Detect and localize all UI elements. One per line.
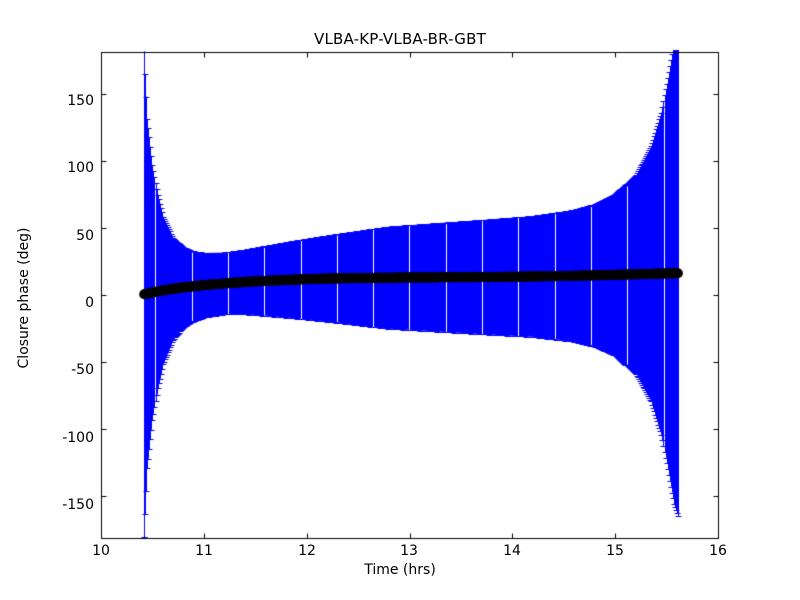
x-tick-label-6: 16 bbox=[709, 543, 727, 559]
y-tick-label-m50: -50 bbox=[71, 362, 94, 378]
y-tick-label-100: 100 bbox=[67, 160, 94, 176]
x-tick-label-4: 14 bbox=[503, 543, 521, 559]
y-tick-label-150: 150 bbox=[67, 93, 94, 109]
y-tick-label-50: 50 bbox=[76, 228, 94, 244]
y-tick-label-m150: -150 bbox=[62, 497, 94, 513]
plot-title: VLBA-KP-VLBA-BR-GBT bbox=[313, 30, 486, 48]
y-tick-label-0: 0 bbox=[85, 295, 94, 311]
x-tick-label-5: 15 bbox=[606, 543, 624, 559]
x-tick-label-1: 11 bbox=[195, 543, 213, 559]
y-axis-label: Closure phase (deg) bbox=[16, 227, 32, 369]
x-tick-label-3: 13 bbox=[400, 543, 418, 559]
x-axis-label: Time (hrs) bbox=[364, 562, 436, 578]
y-tick-label-m100: -100 bbox=[62, 430, 94, 446]
x-tick-label-2: 12 bbox=[298, 543, 316, 559]
x-tick-label-0: 10 bbox=[92, 543, 110, 559]
